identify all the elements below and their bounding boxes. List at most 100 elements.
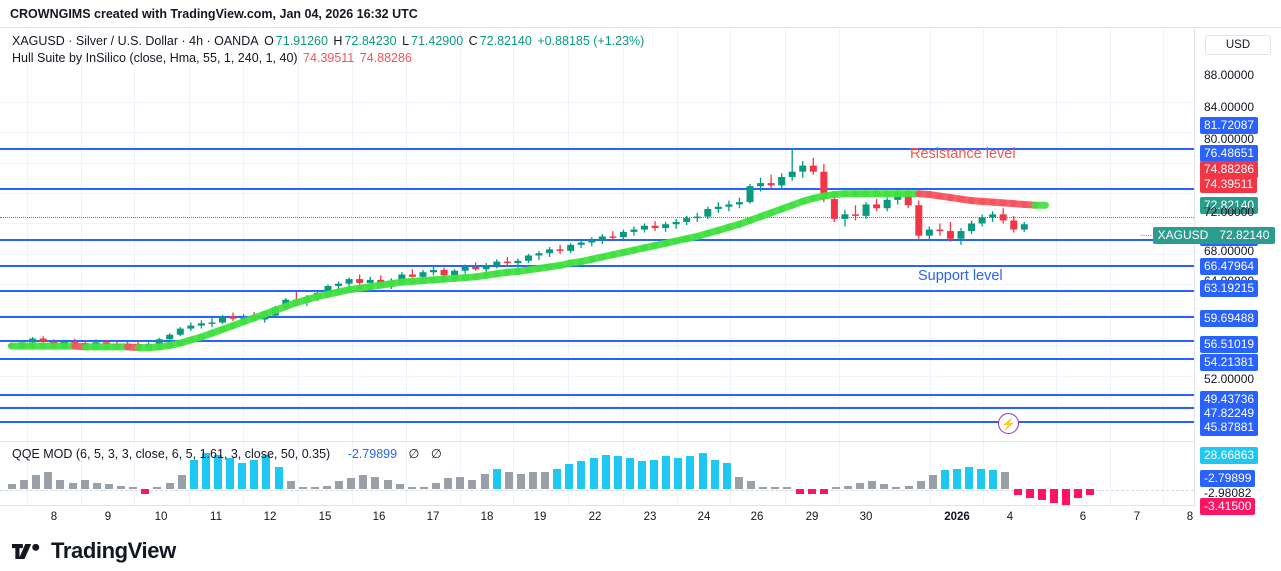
plot-area[interactable] [0, 28, 1194, 506]
indicator-bar [383, 479, 392, 489]
indicator-bar [747, 481, 756, 489]
price-level-line[interactable] [0, 264, 1194, 267]
time-axis-label: 9 [104, 511, 112, 523]
price-level-line[interactable] [0, 406, 1194, 409]
time-axis-label: 11 [210, 511, 222, 523]
price-axis-label: 56.51019 [1200, 336, 1259, 353]
price-level-line[interactable] [0, 316, 1194, 319]
indicator-bar [1037, 489, 1046, 500]
indicator-bar [625, 458, 634, 489]
current-price-value: 72.82140 [1213, 227, 1276, 244]
legend-high-value: 72.84230 [344, 34, 397, 48]
indicator-bar [323, 485, 331, 489]
indicator-bar [310, 487, 319, 489]
vertical-gridline [1110, 28, 1111, 506]
indicator-bar [407, 487, 416, 489]
indicator-bar [541, 471, 550, 489]
footer: TradingView [0, 531, 1281, 571]
horizontal-gridline [0, 223, 1194, 225]
time-axis[interactable]: 8 9 10 11 12 15 16 17 18 19 22 23 24 26 29 30 2026 4 6 7 8 [0, 505, 1281, 531]
support-level-label[interactable]: Support level [918, 268, 1003, 284]
price-level-line[interactable] [0, 188, 1194, 191]
vertical-gridline [983, 28, 984, 506]
indicator-bar [56, 479, 65, 489]
legend-low-value: 71.42900 [411, 34, 464, 48]
indicator-bar [432, 482, 441, 489]
vertical-gridline [730, 28, 731, 506]
price-axis-label: 74.88286 [1200, 161, 1259, 178]
indicator-bar [68, 482, 77, 489]
indicator-bar [1062, 489, 1071, 505]
indicator-name[interactable]: QQE MOD (6, 5, 3, 3, close, 6, 5, 1.61, … [12, 447, 331, 461]
legend-close-label: C [468, 34, 478, 48]
time-axis-label: 4 [1006, 511, 1014, 523]
price-axis[interactable]: USD 88.00000 84.00000 81.72087 80.00000 76.4… [1194, 28, 1281, 515]
vertical-gridline [677, 28, 678, 506]
indicator-bar [989, 470, 998, 489]
indicator-bar [298, 487, 307, 489]
vertical-gridline [81, 28, 82, 506]
price-level-line[interactable] [0, 289, 1194, 292]
horizontal-gridline [0, 132, 1194, 134]
indicator-bar [468, 479, 477, 489]
indicator-bar [601, 454, 610, 489]
time-axis-label: 8 [50, 511, 58, 523]
indicator-na-2: ∅ [430, 447, 442, 461]
indicator-bar [831, 487, 840, 489]
indicator-bar [565, 464, 574, 489]
indicator-bar [189, 459, 198, 489]
price-axis-label: 66.47964 [1200, 258, 1259, 275]
indicator-bar [928, 475, 937, 489]
legend-open-label: O [264, 34, 274, 48]
indicator-bar [516, 473, 525, 489]
indicator-bar [335, 481, 344, 489]
indicator-bar [238, 462, 247, 489]
indicator-bar [359, 475, 368, 489]
horizontal-gridline [0, 284, 1194, 286]
indicator-bar [662, 456, 671, 489]
price-level-line[interactable] [0, 357, 1194, 360]
indicator-bar [213, 454, 222, 489]
indicator-bar [783, 487, 792, 489]
indicator-bar [153, 487, 162, 489]
legend-symbol[interactable]: XAGUSD · Silver / U.S. Dollar · 4h · OAN… [12, 34, 259, 48]
resistance-level-label[interactable]: Resistance level [910, 146, 1016, 162]
current-price-flag[interactable]: ····· XAGUSD 72.82140 [1140, 227, 1276, 244]
indicator-bar [44, 471, 53, 489]
price-axis-label: 52.00000 [1204, 372, 1255, 386]
indicator-bar [613, 456, 622, 489]
time-axis-label: 18 [480, 511, 494, 523]
indicator-bar [92, 482, 101, 489]
time-axis-label: 26 [750, 511, 764, 523]
indicator-bar [504, 471, 513, 489]
price-axis-label: 72.00000 [1204, 205, 1255, 219]
indicator-bar [674, 458, 683, 489]
indicator-bar [819, 489, 828, 494]
price-level-line[interactable] [0, 340, 1194, 343]
indicator-bar [722, 462, 731, 489]
indicator-bar [710, 459, 719, 489]
price-level-line[interactable] [0, 421, 1194, 424]
price-axis-label: 74.39511 [1200, 176, 1258, 193]
vertical-gridline [298, 28, 299, 506]
legend-indicator-name[interactable]: Hull Suite by InSilico (close, Hma, 55, … [12, 51, 298, 65]
price-level-line[interactable] [0, 238, 1194, 241]
price-level-line[interactable] [0, 148, 1194, 151]
indicator-bar [771, 487, 780, 489]
indicator-bar [638, 461, 646, 489]
attribution-text: CROWNGIMS created with TradingView.com, … [10, 6, 418, 21]
price-axis-label: -2.79899 [1200, 470, 1256, 487]
time-axis-label: 30 [859, 511, 873, 523]
indicator-bar [759, 487, 768, 489]
price-axis-label: 80.00000 [1204, 132, 1255, 146]
indicator-na-1: ∅ [408, 447, 420, 461]
chart-frame: XAGUSD · Silver / U.S. Dollar · 4h · OAN… [0, 27, 1281, 515]
indicator-bar [856, 482, 865, 489]
lightning-bolt-icon[interactable]: ⚡ [998, 413, 1019, 434]
indicator-bar [286, 481, 295, 489]
indicator-bar [868, 481, 877, 489]
price-level-line[interactable] [0, 394, 1194, 397]
indicator-bar [892, 487, 901, 489]
indicator-bar [371, 476, 380, 489]
horizontal-gridline [0, 101, 1194, 103]
